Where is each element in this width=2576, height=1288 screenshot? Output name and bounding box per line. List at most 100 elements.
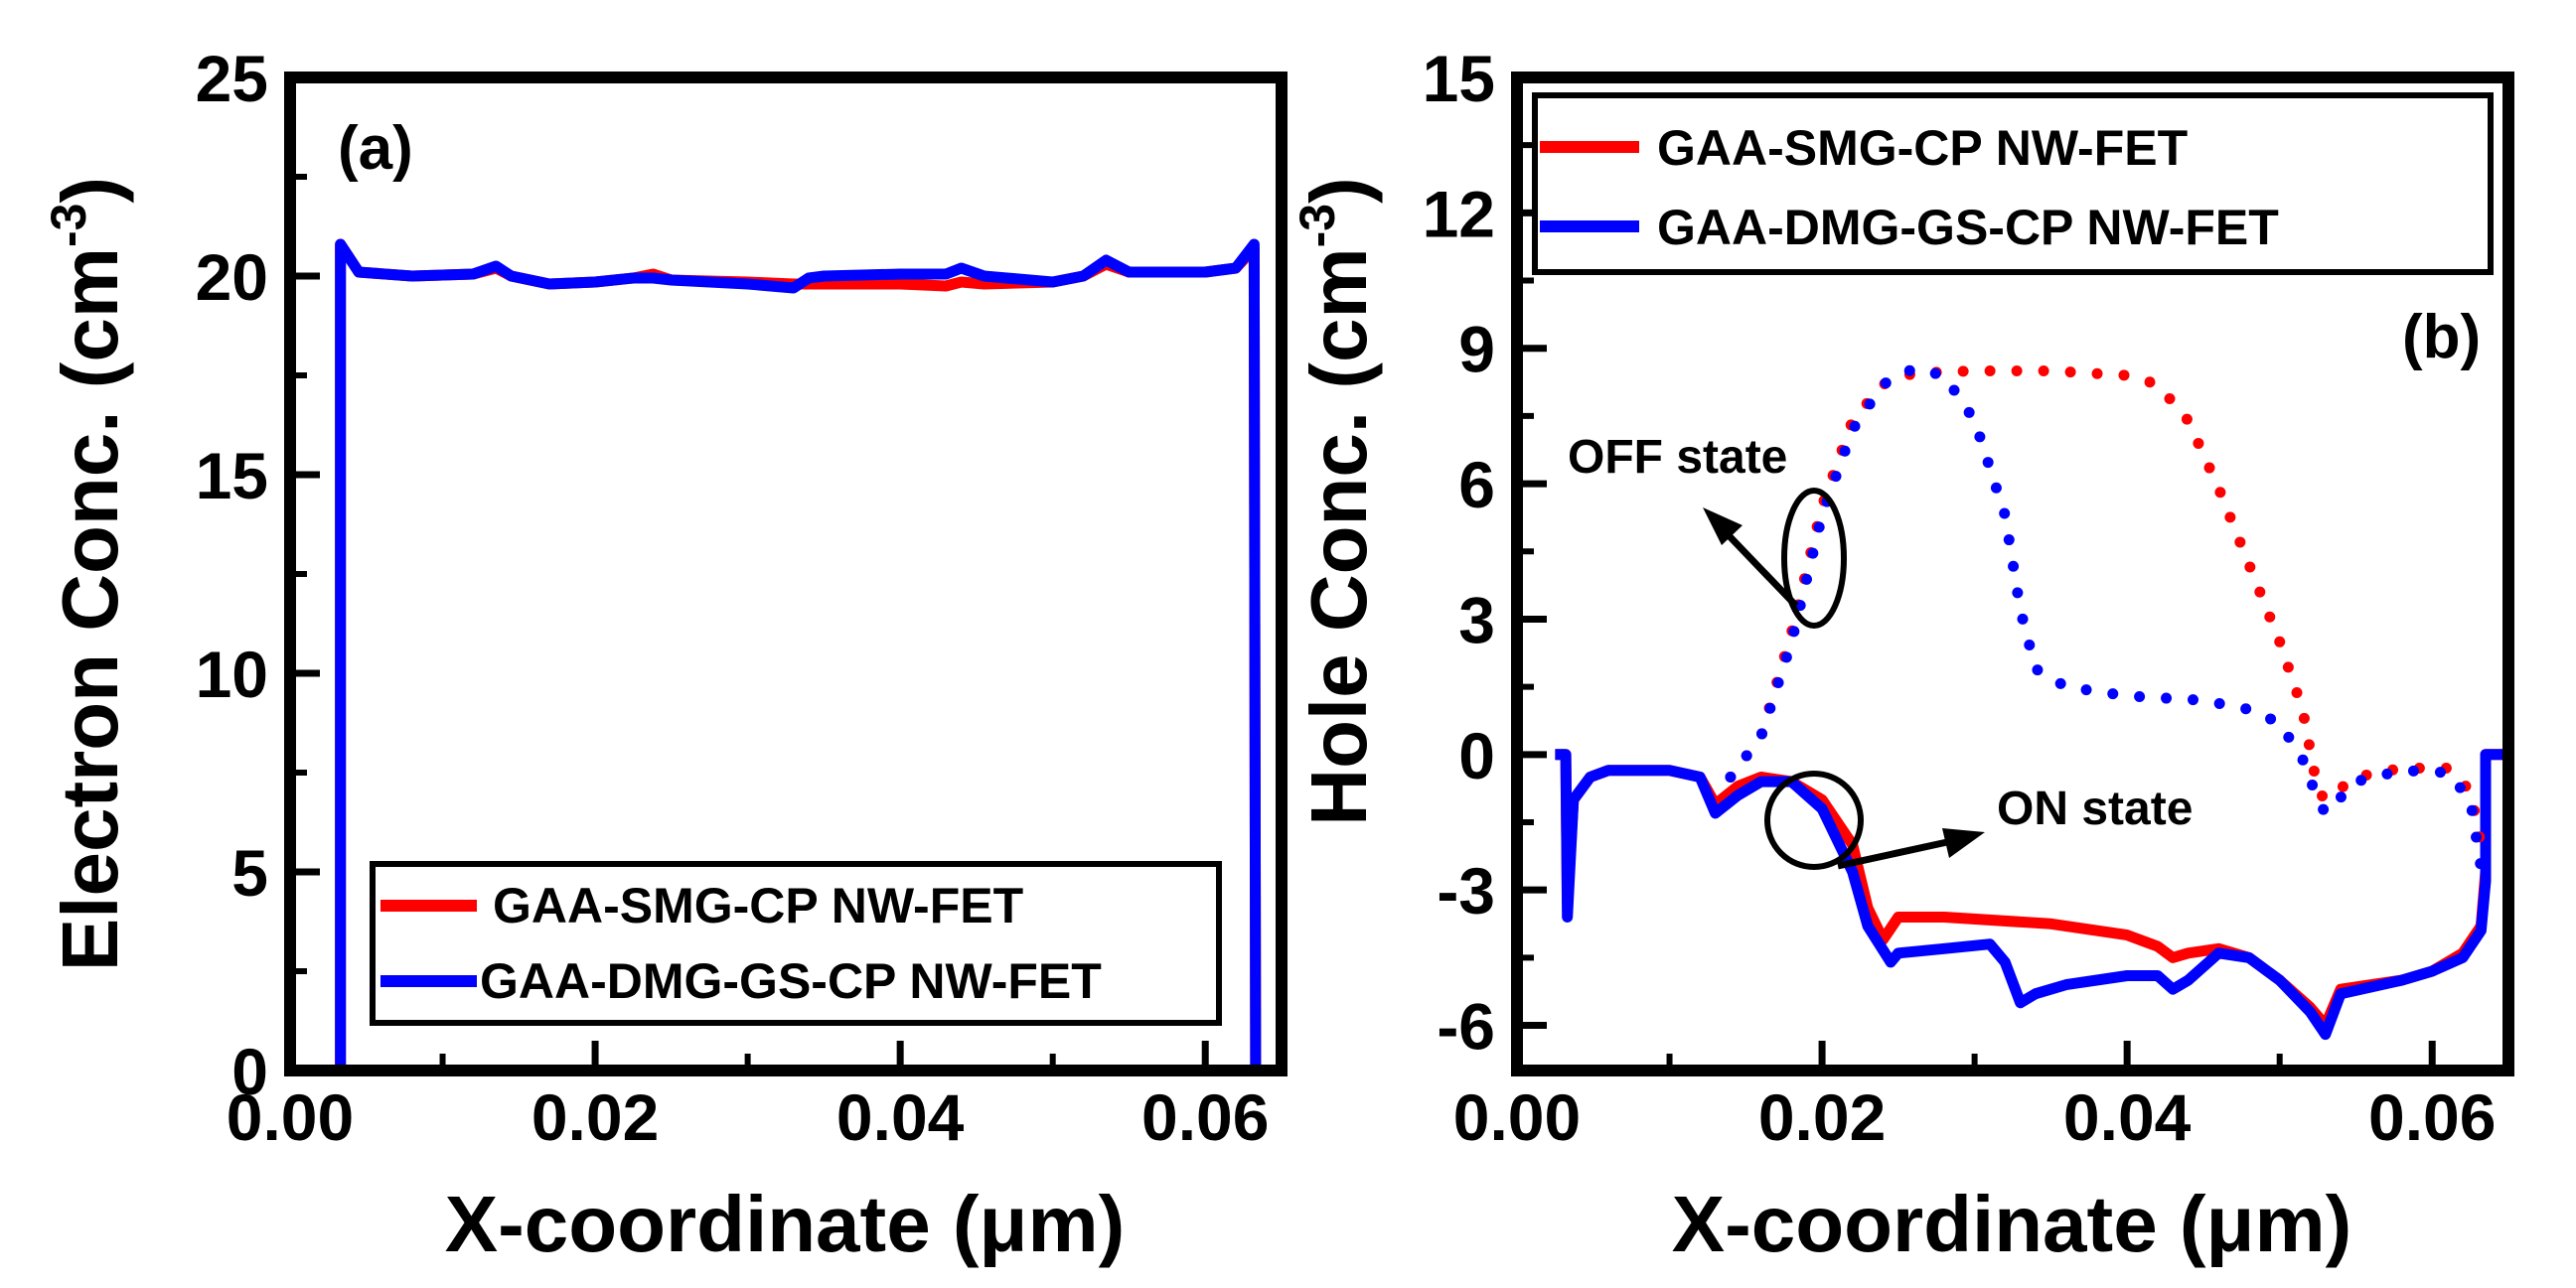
panel-b-series-3-dot	[2297, 754, 2309, 766]
panel-b-series-3-dot	[2134, 690, 2146, 702]
panel-b-series-3-dot	[1999, 507, 2011, 519]
panel-b-series-3-dot	[2466, 804, 2478, 816]
panel-b-y-tick-label: 15	[1423, 42, 1495, 115]
panel-b-series-3-dot	[2307, 780, 2319, 791]
panel-b-series-3-dot	[1741, 750, 1752, 762]
panel-b-y-tick-label: 0	[1458, 719, 1495, 792]
panel-b-series-3-dot	[2008, 560, 2020, 572]
panel-b-series-3-dot	[1982, 457, 1994, 469]
panel-b-y-tick-label: 9	[1458, 313, 1495, 386]
panel-b-series-2-dot	[2164, 392, 2176, 404]
panel-b-series-3-dot	[1974, 431, 1986, 443]
panel-a-series	[335, 238, 1262, 1072]
panel-b-series-2-dot	[1957, 365, 1969, 377]
panel-a-x-tick-label: 0.00	[227, 1080, 354, 1154]
panel-b-series-3-dot	[1756, 728, 1768, 740]
panel-a-x-axis-title: X-coordinate (μm)	[445, 1180, 1126, 1268]
panel-b-series-2-dot	[2254, 586, 2266, 598]
panel-b-series-3-dot	[1725, 772, 1737, 784]
panel-b-series-2-dot	[2144, 376, 2156, 388]
panel-a-y-tick-label: 25	[196, 42, 268, 115]
panel-a-legend-box	[370, 861, 1222, 1026]
panel-b-series-3-dot	[2318, 803, 2330, 815]
panel-b-x-tick-label: 0.04	[2063, 1080, 2192, 1154]
panel-b-legend: GAA-SMG-CP NW-FET GAA-DMG-GS-CP NW-FET	[1532, 92, 2494, 275]
off-state-ellipse	[1781, 488, 1847, 629]
panel-b-series-3-dot	[1801, 573, 1813, 585]
panel-a-x-tick-label: 0.04	[836, 1080, 965, 1154]
off-state-arrow-shaft	[1723, 529, 1799, 609]
panel-b-plot-frame	[1511, 72, 2514, 1076]
panel-b-series-2-dot	[2244, 561, 2256, 573]
panel-b-off-state-annotation: OFF state	[1568, 431, 1847, 629]
panel-b-series-3-dot	[2407, 765, 2419, 777]
panel-b-series-3	[1725, 364, 2487, 870]
panel-b-y-tick-label: -3	[1437, 854, 1495, 928]
panel-a-legend: GAA-SMG-CP NW-FET GAA-DMG-GS-CP NW-FET	[370, 861, 1222, 1026]
panel-b-series-2-dot	[2224, 511, 2236, 523]
panel-b-y-tick-label: -6	[1437, 990, 1495, 1064]
panel-b-series-3-dot	[1948, 384, 1960, 396]
panel-b-series-3-dot	[2161, 692, 2173, 704]
panel-b-series-3-dot	[2335, 791, 2347, 803]
panel-b-series-3-dot	[2381, 768, 2393, 780]
panel-b-label: (b)	[2402, 303, 2481, 371]
panel-b-series-3-dot	[1864, 398, 1876, 410]
panel-b-series-3-dot	[2475, 858, 2487, 870]
panel-b-series-3-dot	[2454, 782, 2466, 793]
panel-b-series-2-dot	[2038, 364, 2049, 376]
panel-b-series-2-dot	[2181, 413, 2193, 425]
panel-b-series-3-dot	[1903, 364, 1915, 376]
panel-b-series-3-dot	[1807, 547, 1819, 559]
panel-a-plot-frame	[284, 72, 1288, 1076]
panel-b-series-3-dot	[2471, 831, 2483, 843]
panel-b-legend-box	[1532, 92, 2494, 275]
panel-a-x-tick-label: 0.02	[531, 1080, 659, 1154]
on-state-arrow-shaft	[1837, 838, 1948, 870]
panel-a-legend-label-smg: GAA-SMG-CP NW-FET	[493, 878, 1023, 933]
panel-b-series-3-dot	[2283, 731, 2295, 743]
panel-b-y-axis-title: Hole Conc. (cm-3)	[1289, 177, 1383, 825]
panel-b-series-3-dot	[1764, 702, 1776, 714]
panel-b-series-3-dot	[1929, 367, 1941, 379]
panel-b-series-3-dot	[1880, 377, 1892, 389]
panel-b-y-tick-label: 12	[1423, 177, 1495, 250]
panel-b: 0.00 0.02 0.04 0.06 -6 -3 0 3 6 9 12 15 (b) GAA-SMG…	[1289, 42, 2514, 1268]
panel-b-series-2-dot	[2091, 367, 2103, 379]
panel-b-series-3-dot	[1849, 420, 1861, 432]
panel-b-series-2-dot	[2118, 369, 2130, 381]
panel-a-x-tick-label: 0.06	[1141, 1080, 1269, 1154]
panel-b-series-2-dot	[1984, 364, 1996, 376]
panel-b-series	[1555, 364, 2508, 1041]
panel-b-series-2-dot	[2291, 686, 2303, 698]
on-state-arrow-head	[1942, 828, 1985, 858]
panel-b-series-3-dot	[1963, 406, 1975, 418]
panel-b-series-3-dot	[2107, 688, 2119, 700]
panel-b-legend-label-dmg: GAA-DMG-GS-CP NW-FET	[1657, 200, 2279, 255]
panel-b-series-2-dot	[2203, 462, 2215, 474]
panel-a-y-tick-label: 5	[231, 836, 268, 910]
panel-b-series-3-dot	[2032, 664, 2044, 676]
panel-b-series-3-dot	[1839, 445, 1851, 457]
panel-b-series-2-dot	[2064, 366, 2076, 378]
panel-a-y-tick-label: 20	[196, 240, 268, 314]
panel-b-series-3-dot	[2213, 697, 2225, 709]
panel-a-y-tick-label: 10	[196, 638, 268, 711]
panel-b-series-3-dot	[2024, 639, 2036, 650]
panel-b-on-state-annotation: ON state	[1764, 771, 2193, 870]
panel-b-series-2-dot	[2298, 712, 2310, 724]
panel-b-x-axis-title: X-coordinate (μm)	[1672, 1180, 2352, 1268]
panel-b-series-3-dot	[2265, 713, 2277, 725]
panel-b-series-3-dot	[2017, 613, 2029, 625]
panel-b-series-3-dot	[1813, 521, 1825, 533]
panel-b-y-tick-label: 6	[1458, 448, 1495, 521]
panel-b-series-3-dot	[1990, 482, 2002, 494]
panel-a-y-tick-label: 0	[231, 1035, 268, 1108]
panel-a-label: (a)	[338, 114, 413, 183]
off-state-arrow-head	[1703, 507, 1743, 545]
panel-b-series-3-dot	[1780, 651, 1792, 663]
panel-a-ticks: 0.00 0.02 0.04 0.06 0 5 10 15 20 25	[196, 42, 1270, 1154]
panel-b-legend-label-smg: GAA-SMG-CP NW-FET	[1657, 120, 2188, 176]
panel-b-series-3-dot	[2240, 703, 2252, 715]
panel-b-series-2-dot	[2011, 364, 2023, 376]
